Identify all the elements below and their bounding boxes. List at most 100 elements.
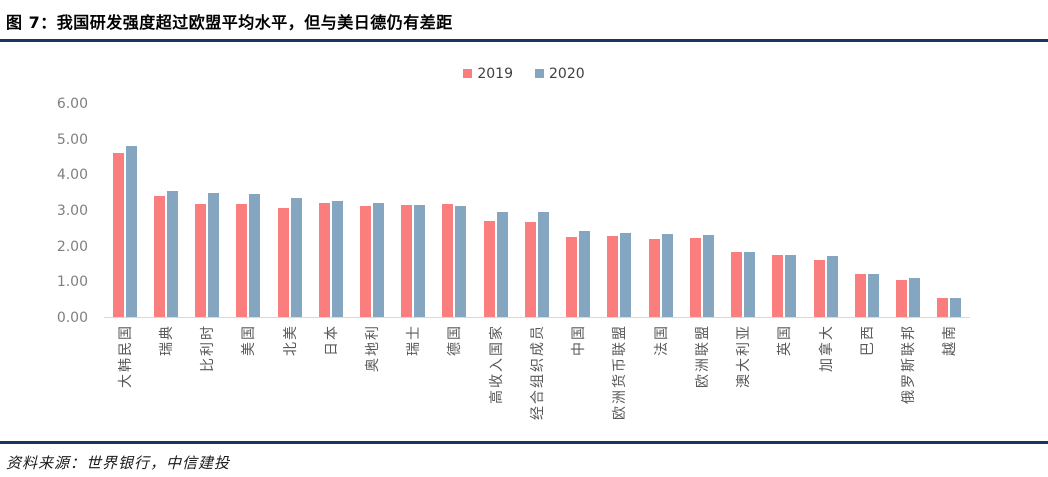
x-category-label: 北美: [282, 324, 299, 356]
bar-2019: [731, 251, 743, 317]
bar-2020: [537, 212, 549, 317]
bar-2019: [318, 202, 330, 317]
bar-group: [887, 104, 928, 317]
x-category-label: 德国: [447, 324, 464, 356]
bar-2019: [236, 204, 248, 317]
bar-2020: [166, 190, 178, 317]
x-category-label: 高收入国家: [488, 324, 505, 404]
bar-2020: [661, 233, 673, 317]
bar-2019: [112, 152, 124, 317]
bar-group: [228, 104, 269, 317]
bar-2019: [813, 259, 825, 317]
bar-2019: [277, 208, 289, 317]
bar-2019: [607, 236, 619, 317]
bar-2019: [772, 255, 784, 317]
bar-group: [558, 104, 599, 317]
y-tick-label: 4.00: [56, 167, 88, 184]
figure-title: 图 7：我国研发强度超过欧盟平均水平，但与美日德仍有差距: [6, 13, 453, 32]
bar-2020: [496, 211, 508, 317]
y-tick-label: 0.00: [56, 310, 88, 326]
legend-label-2020: 2020: [549, 65, 585, 82]
bar-2020: [909, 277, 921, 317]
x-category-label: 巴西: [859, 324, 876, 356]
bar-chart: 6.00 5.00 4.00 3.00 2.00 1.00 0.00 大韩民国 瑞典 比利时 美国…: [0, 96, 1048, 436]
bar-group: [516, 104, 557, 317]
bar-group: [104, 104, 145, 317]
bar-group: [186, 104, 227, 317]
bar-2020: [579, 231, 591, 317]
bar-group: [269, 104, 310, 317]
x-category-label: 俄罗斯联邦: [901, 324, 918, 404]
y-tick-label: 6.00: [56, 96, 88, 112]
bar-2020: [702, 234, 714, 317]
bar-2020: [373, 203, 385, 317]
x-category-label: 越南: [942, 324, 959, 356]
x-category-label: 中国: [571, 324, 588, 356]
bar-group: [929, 104, 970, 317]
x-category-label: 澳大利亚: [736, 324, 753, 388]
bar-2020: [414, 205, 426, 317]
y-axis: 6.00 5.00 4.00 3.00 2.00 1.00 0.00: [0, 96, 98, 326]
chart-legend: 2019 2020: [0, 65, 1048, 82]
bar-2020: [950, 298, 962, 317]
bar-2019: [360, 205, 372, 317]
bar-2019: [524, 221, 536, 317]
bar-group: [599, 104, 640, 317]
bar-2020: [744, 252, 756, 317]
bar-group: [681, 104, 722, 317]
bar-2019: [566, 237, 578, 317]
x-category-label: 英国: [777, 324, 794, 356]
x-category-label: 奥地利: [365, 324, 382, 372]
x-category-label: 经合组织成员: [529, 324, 546, 420]
figure-footer: 资料来源：世界银行，中信建投: [0, 441, 1048, 473]
y-tick-label: 1.00: [56, 274, 88, 291]
legend-item-2020: 2020: [535, 66, 585, 82]
bar-2020: [208, 192, 220, 317]
bar-2020: [249, 194, 261, 317]
title-rule: [0, 39, 1048, 42]
bar-2020: [331, 200, 343, 317]
legend-item-2019: 2019: [463, 66, 513, 82]
y-tick-label: 2.00: [56, 238, 88, 255]
bar-2019: [195, 204, 207, 317]
bar-group: [475, 104, 516, 317]
x-category-label: 瑞士: [406, 324, 423, 356]
x-category-label: 加拿大: [818, 324, 835, 372]
bar-group: [351, 104, 392, 317]
bar-group: [805, 104, 846, 317]
bar-2020: [290, 198, 302, 317]
legend-swatch-2019: [463, 69, 473, 78]
bar-2020: [785, 255, 797, 317]
x-category-label: 法国: [653, 324, 670, 356]
bar-2020: [125, 146, 137, 317]
y-tick-label: 5.00: [56, 131, 88, 148]
bar-2019: [854, 274, 866, 317]
x-category-label: 日本: [323, 324, 340, 356]
x-category-label: 比利时: [200, 324, 217, 372]
x-category-label: 大韩民国: [117, 324, 134, 388]
bar-2020: [620, 232, 632, 317]
legend-swatch-2020: [535, 69, 544, 78]
bar-group: [145, 104, 186, 317]
bar-group: [393, 104, 434, 317]
bar-2020: [867, 273, 879, 317]
bar-group: [846, 104, 887, 317]
plot-area: [104, 104, 970, 318]
bar-group: [723, 104, 764, 317]
bar-2020: [455, 205, 467, 317]
bar-group: [434, 104, 475, 317]
bar-group: [764, 104, 805, 317]
y-tick-label: 3.00: [56, 203, 88, 219]
bar-2019: [937, 297, 949, 317]
bar-2019: [483, 221, 495, 317]
bar-2020: [826, 255, 838, 317]
bar-2019: [689, 238, 701, 317]
x-category-label: 欧洲联盟: [694, 324, 711, 388]
x-category-label: 瑞典: [158, 324, 175, 356]
bar-group: [310, 104, 351, 317]
x-category-label: 美国: [241, 324, 258, 356]
bar-2019: [896, 280, 908, 317]
legend-label-2019: 2019: [477, 65, 513, 82]
bar-2019: [401, 205, 413, 317]
